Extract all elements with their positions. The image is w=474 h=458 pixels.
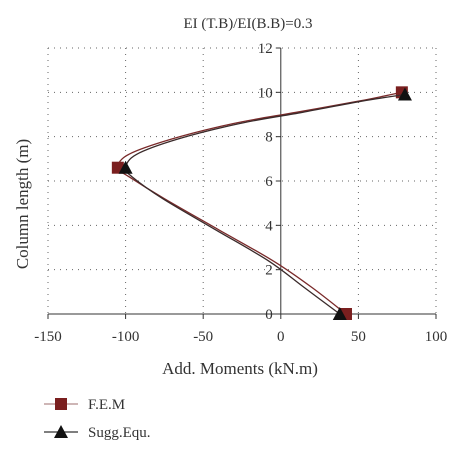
x-tick-label: 0 xyxy=(277,329,285,345)
x-axis-title: Add. Moments (kN.m) xyxy=(162,359,318,378)
x-tick-label: -100 xyxy=(112,329,140,345)
legend-label-fem: F.E.M xyxy=(88,397,125,413)
x-tick-label: -150 xyxy=(34,329,62,345)
y-tick-label: 12 xyxy=(258,41,273,57)
y-tick-label: 8 xyxy=(265,130,273,146)
data-point-sugg-equ xyxy=(118,160,133,174)
series-line-sugg-equ xyxy=(124,93,406,315)
data-point-sugg-equ xyxy=(397,87,412,101)
legend: F.E.M Sugg.Equ. xyxy=(44,397,151,441)
y-tick-label: 0 xyxy=(265,307,273,323)
y-tick-label: 10 xyxy=(258,85,273,101)
y-tick-label: 2 xyxy=(265,263,273,279)
legend-label-sugg-equ: Sugg.Equ. xyxy=(88,425,151,441)
series-group xyxy=(111,86,412,320)
y-tick-label: 6 xyxy=(265,174,273,190)
x-tick-label: 100 xyxy=(425,329,448,345)
x-tick-label: -50 xyxy=(193,329,213,345)
legend-marker-sugg-equ xyxy=(54,425,68,438)
y-axis-title: Column length (m) xyxy=(13,139,32,269)
chart-title: EI (T.B)/EI(B.B)=0.3 xyxy=(184,16,313,32)
axes xyxy=(47,47,437,319)
legend-marker-fem xyxy=(55,398,67,410)
grid-lines xyxy=(47,47,437,314)
series-line-fem xyxy=(117,91,403,315)
y-tick-label: 4 xyxy=(265,218,273,234)
y-tick-labels: 0 2 4 6 8 10 12 xyxy=(258,41,274,323)
data-point-sugg-equ xyxy=(332,307,347,320)
x-tick-labels: -150 -100 -50 0 50 100 xyxy=(34,329,447,345)
x-tick-label: 50 xyxy=(351,329,366,345)
